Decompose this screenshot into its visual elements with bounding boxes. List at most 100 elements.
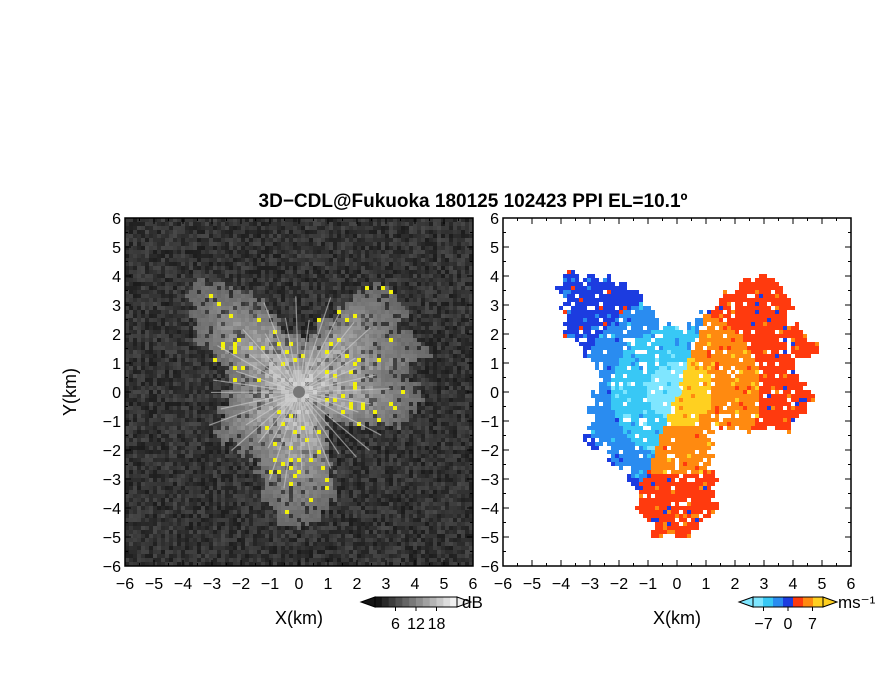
reflectivity-cell: [193, 418, 197, 422]
reflectivity-cell: [393, 322, 397, 326]
reflectivity-cell: [157, 314, 161, 318]
reflectivity-cell: [141, 278, 145, 282]
reflectivity-cell: [137, 342, 141, 346]
reflectivity-cell: [157, 270, 161, 274]
reflectivity-cell: [445, 342, 449, 346]
reflectivity-cell: [185, 374, 189, 378]
reflectivity-cell: [445, 278, 449, 282]
reflectivity-cell: [177, 294, 181, 298]
reflectivity-cell: [293, 226, 297, 230]
reflectivity-cell: [381, 410, 385, 414]
reflectivity-cell: [333, 378, 337, 382]
reflectivity-cell: [133, 258, 137, 262]
reflectivity-cell: [265, 234, 269, 238]
reflectivity-cell: [461, 242, 465, 246]
reflectivity-cell: [173, 226, 177, 230]
reflectivity-cell: [381, 322, 385, 326]
reflectivity-cell: [385, 290, 389, 294]
reflectivity-cell: [353, 310, 357, 314]
reflectivity-cell: [305, 370, 309, 374]
reflectivity-cell: [401, 398, 405, 402]
reflectivity-cell: [353, 290, 357, 294]
reflectivity-cell: [321, 406, 325, 410]
reflectivity-cell: [433, 382, 437, 386]
reflectivity-cell: [469, 370, 473, 374]
reflectivity-cell: [217, 398, 221, 402]
reflectivity-cell: [365, 402, 369, 406]
reflectivity-cell: [185, 442, 189, 446]
reflectivity-cell: [445, 254, 449, 258]
reflectivity-cell: [337, 330, 341, 334]
reflectivity-cell: [233, 382, 237, 386]
reflectivity-cell: [177, 386, 181, 390]
reflectivity-cell: [401, 438, 405, 442]
reflectivity-cell: [357, 398, 361, 402]
reflectivity-cell: [245, 234, 249, 238]
reflectivity-cell: [449, 270, 453, 274]
reflectivity-cell: [133, 418, 137, 422]
reflectivity-cell: [317, 254, 321, 258]
reflectivity-cell: [169, 430, 173, 434]
reflectivity-cell: [141, 318, 145, 322]
reflectivity-cell: [441, 242, 445, 246]
reflectivity-cell: [201, 266, 205, 270]
reflectivity-cell: [185, 254, 189, 258]
reflectivity-cell: [221, 290, 225, 294]
reflectivity-cell: [309, 230, 313, 234]
reflectivity-cell: [133, 294, 137, 298]
reflectivity-cell: [161, 418, 165, 422]
reflectivity-cell: [401, 266, 405, 270]
reflectivity-cell: [333, 342, 337, 346]
reflectivity-cell: [269, 278, 273, 282]
reflectivity-cell: [401, 318, 405, 322]
reflectivity-cell: [281, 382, 285, 386]
reflectivity-cell: [421, 310, 425, 314]
reflectivity-cell: [333, 374, 337, 378]
reflectivity-cell: [321, 430, 325, 434]
reflectivity-cell: [177, 442, 181, 446]
reflectivity-cell: [433, 254, 437, 258]
reflectivity-cell: [333, 318, 337, 322]
reflectivity-cell: [449, 382, 453, 386]
reflectivity-cell: [433, 386, 437, 390]
reflectivity-cell: [233, 334, 237, 338]
reflectivity-cell: [297, 318, 301, 322]
reflectivity-cell: [373, 326, 377, 330]
reflectivity-cell: [389, 434, 393, 438]
reflectivity-cell: [385, 302, 389, 306]
reflectivity-cell: [457, 414, 461, 418]
reflectivity-cell: [341, 290, 345, 294]
reflectivity-cell: [453, 398, 457, 402]
reflectivity-cell: [265, 242, 269, 246]
reflectivity-cell: [429, 290, 433, 294]
reflectivity-cell: [353, 330, 357, 334]
reflectivity-cell: [133, 382, 137, 386]
reflectivity-cell: [225, 370, 229, 374]
reflectivity-cell: [377, 334, 381, 338]
reflectivity-cell: [321, 226, 325, 230]
reflectivity-cell: [245, 270, 249, 274]
reflectivity-cell: [309, 382, 313, 386]
reflectivity-cell: [269, 422, 273, 426]
reflectivity-cell: [169, 242, 173, 246]
reflectivity-cell: [153, 230, 157, 234]
reflectivity-cell: [145, 230, 149, 234]
reflectivity-cell: [397, 370, 401, 374]
reflectivity-cell: [425, 434, 429, 438]
reflectivity-cell: [153, 386, 157, 390]
reflectivity-cell: [257, 354, 261, 358]
reflectivity-cell: [269, 370, 273, 374]
reflectivity-cell: [449, 306, 453, 310]
reflectivity-cell: [329, 378, 333, 382]
reflectivity-cell: [169, 326, 173, 330]
reflectivity-cell: [361, 278, 365, 282]
reflectivity-cell: [221, 354, 225, 358]
reflectivity-cell: [445, 218, 449, 222]
reflectivity-cell: [145, 446, 149, 450]
reflectivity-cell: [249, 378, 253, 382]
reflectivity-cell: [337, 290, 341, 294]
reflectivity-cell: [137, 254, 141, 258]
reflectivity-cell: [385, 382, 389, 386]
reflectivity-cell: [465, 266, 469, 270]
reflectivity-cell: [429, 358, 433, 362]
